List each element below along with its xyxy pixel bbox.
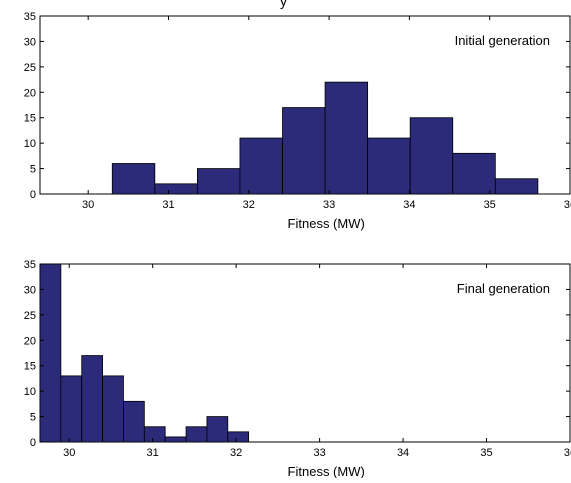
initial-y-tick-label-2: 10 — [24, 138, 36, 150]
final-histogram-bar-3 — [102, 375, 124, 443]
initial-x-tick-label-2: 32 — [243, 199, 255, 211]
initial-x-tick-label-1: 31 — [162, 199, 174, 211]
final-y-tick-label-3: 15 — [24, 361, 36, 373]
initial-histogram-bar-0 — [111, 163, 156, 195]
initial-y-tick-label-7: 35 — [24, 11, 36, 23]
initial-histogram-bar-1 — [154, 183, 198, 195]
initial-x-tick-label-3: 33 — [323, 199, 335, 211]
initial-y-tick-label-1: 5 — [30, 164, 36, 176]
final-histogram-bar-0 — [39, 263, 62, 443]
final-histogram-bar-2 — [81, 355, 103, 443]
final-annotation-label: Final generation — [457, 281, 550, 296]
final-histogram-bar-1 — [60, 375, 83, 443]
initial-histogram-bar-9 — [494, 178, 539, 195]
final-x-tick-label-2: 32 — [230, 447, 242, 459]
final-histogram-bar-4 — [123, 400, 145, 443]
final-y-tick-label-6: 30 — [24, 284, 36, 296]
initial-y-tick-label-5: 25 — [24, 62, 36, 74]
initial-histogram-bar-6 — [367, 137, 411, 195]
initial-histogram-bar-3 — [239, 137, 283, 195]
final-y-tick-label-1: 5 — [30, 412, 36, 424]
initial-histogram-bar-5 — [324, 81, 369, 195]
initial-histogram-bar-4 — [282, 107, 326, 195]
initial-x-tick-label-4: 34 — [403, 199, 415, 211]
final-histogram-bar-5 — [143, 426, 166, 443]
final-y-tick-label-2: 10 — [24, 386, 36, 398]
final-histogram-bar-6 — [164, 436, 187, 443]
initial-x-tick-label-6: 36 — [564, 199, 571, 211]
initial-histogram-bar-2 — [196, 168, 241, 195]
initial-x-tick-label-0: 30 — [82, 199, 94, 211]
final-y-tick-label-5: 25 — [24, 310, 36, 322]
final-plot-area — [39, 263, 571, 443]
initial-x-tick-label-5: 35 — [484, 199, 496, 211]
final-histogram-bar-9 — [227, 431, 250, 443]
final-x-tick-label-6: 36 — [564, 447, 571, 459]
initial-histogram-bar-8 — [452, 152, 496, 195]
initial-y-tick-label-0: 0 — [30, 189, 36, 201]
initial-y-tick-label-3: 15 — [24, 113, 36, 125]
initial-x-axis-label: Fitness (MW) — [288, 216, 365, 231]
initial-y-tick-label-6: 30 — [24, 36, 36, 48]
initial-y-tick-label-4: 20 — [24, 87, 36, 99]
initial-annotation-label: Initial generation — [455, 33, 550, 48]
final-y-tick-label-4: 20 — [24, 335, 36, 347]
final-histogram-bar-8 — [206, 416, 229, 443]
final-histogram-bar-7 — [185, 426, 208, 443]
final-y-tick-label-0: 0 — [30, 437, 36, 449]
final-x-tick-label-3: 33 — [313, 447, 325, 459]
cut-off-title-fragment: y — [280, 0, 287, 9]
final-x-tick-label-0: 30 — [63, 447, 75, 459]
initial-histogram-bar-7 — [409, 117, 454, 195]
final-x-tick-label-4: 34 — [397, 447, 409, 459]
final-x-axis-label: Fitness (MW) — [288, 464, 365, 478]
final-x-tick-label-5: 35 — [480, 447, 492, 459]
final-x-tick-label-1: 31 — [147, 447, 159, 459]
final-y-tick-label-7: 35 — [24, 259, 36, 271]
